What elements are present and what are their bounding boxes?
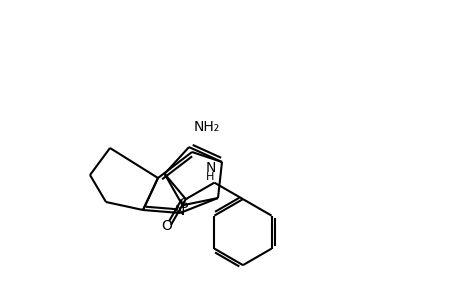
Text: N: N: [174, 204, 185, 218]
Text: N: N: [205, 160, 215, 175]
Text: NH₂: NH₂: [194, 120, 220, 134]
Text: S: S: [179, 197, 187, 211]
Text: H: H: [206, 172, 214, 182]
Text: O: O: [161, 219, 172, 233]
